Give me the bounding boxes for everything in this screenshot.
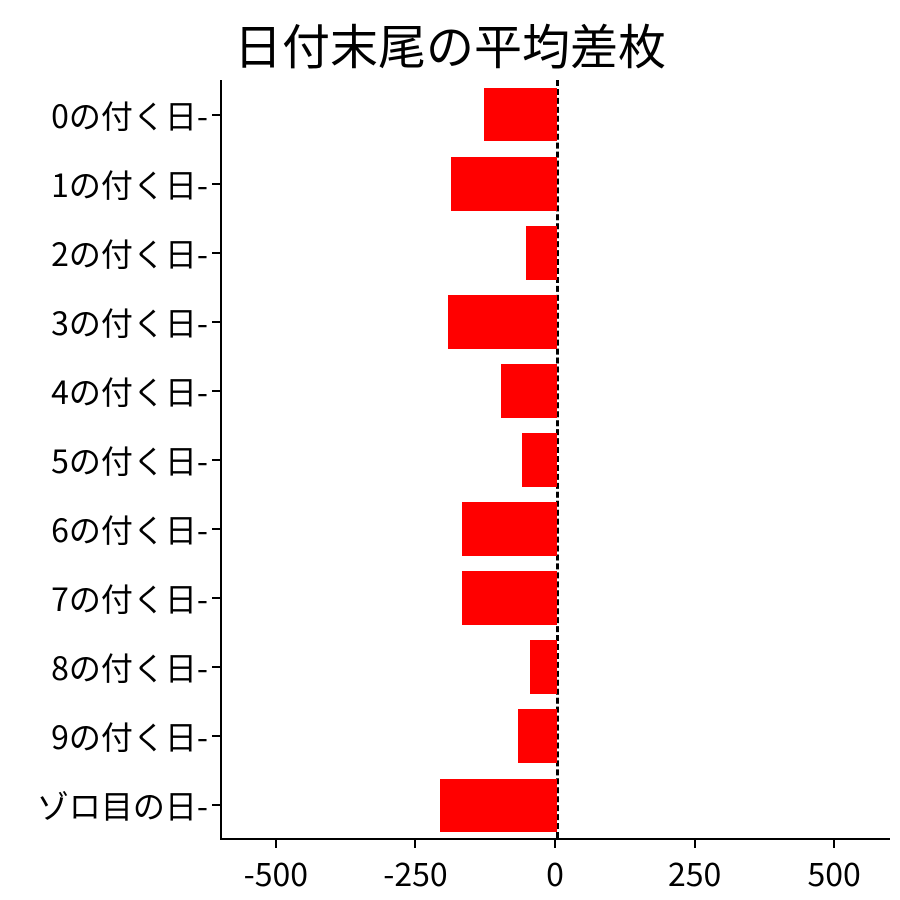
bar: [440, 779, 557, 833]
chart-container: 日付末尾の平均差枚 0の付く日- 1の付く日- 2の付く日- 3の付く日- 4の付く日-…: [0, 0, 900, 900]
y-tick: [212, 114, 220, 116]
y-axis-label: ゾロ目の日-: [37, 782, 208, 828]
y-axis-label: 0の付く日-: [51, 92, 208, 138]
y-tick: [212, 459, 220, 461]
plot-area: [220, 80, 890, 840]
bar: [522, 433, 557, 487]
y-tick: [212, 597, 220, 599]
y-tick: [212, 321, 220, 323]
bar: [448, 295, 557, 349]
y-tick: [212, 252, 220, 254]
y-tick: [212, 528, 220, 530]
x-tick: [414, 840, 416, 848]
bar: [451, 157, 557, 211]
x-axis-label: 250: [668, 850, 721, 896]
x-axis-label: -250: [383, 850, 447, 896]
x-tick: [833, 840, 835, 848]
y-tick: [212, 735, 220, 737]
y-axis-label: 1の付く日-: [51, 161, 208, 207]
bar: [462, 571, 557, 625]
x-axis-label: 500: [808, 850, 861, 896]
y-tick: [212, 804, 220, 806]
x-tick: [554, 840, 556, 848]
chart-title: 日付末尾の平均差枚: [0, 8, 900, 78]
y-tick: [212, 666, 220, 668]
x-axis-label: -500: [244, 850, 308, 896]
x-tick: [694, 840, 696, 848]
y-axis-label: 3の付く日-: [51, 299, 208, 345]
y-axis-label: 9の付く日-: [51, 713, 208, 759]
y-axis-label: 8の付く日-: [51, 644, 208, 690]
y-axis-label: 5の付く日-: [51, 437, 208, 483]
bar: [484, 88, 557, 142]
bar: [501, 364, 557, 418]
x-axis-label: 0: [546, 850, 564, 896]
bar: [462, 502, 557, 556]
y-axis-label: 2の付く日-: [51, 230, 208, 276]
y-axis-label: 7の付く日-: [51, 575, 208, 621]
y-tick: [212, 183, 220, 185]
bar: [530, 640, 557, 694]
y-axis-label: 6の付く日-: [51, 506, 208, 552]
y-tick: [212, 390, 220, 392]
bar: [526, 226, 557, 280]
x-tick: [275, 840, 277, 848]
y-axis-label: 4の付く日-: [51, 368, 208, 414]
bar: [518, 709, 557, 763]
